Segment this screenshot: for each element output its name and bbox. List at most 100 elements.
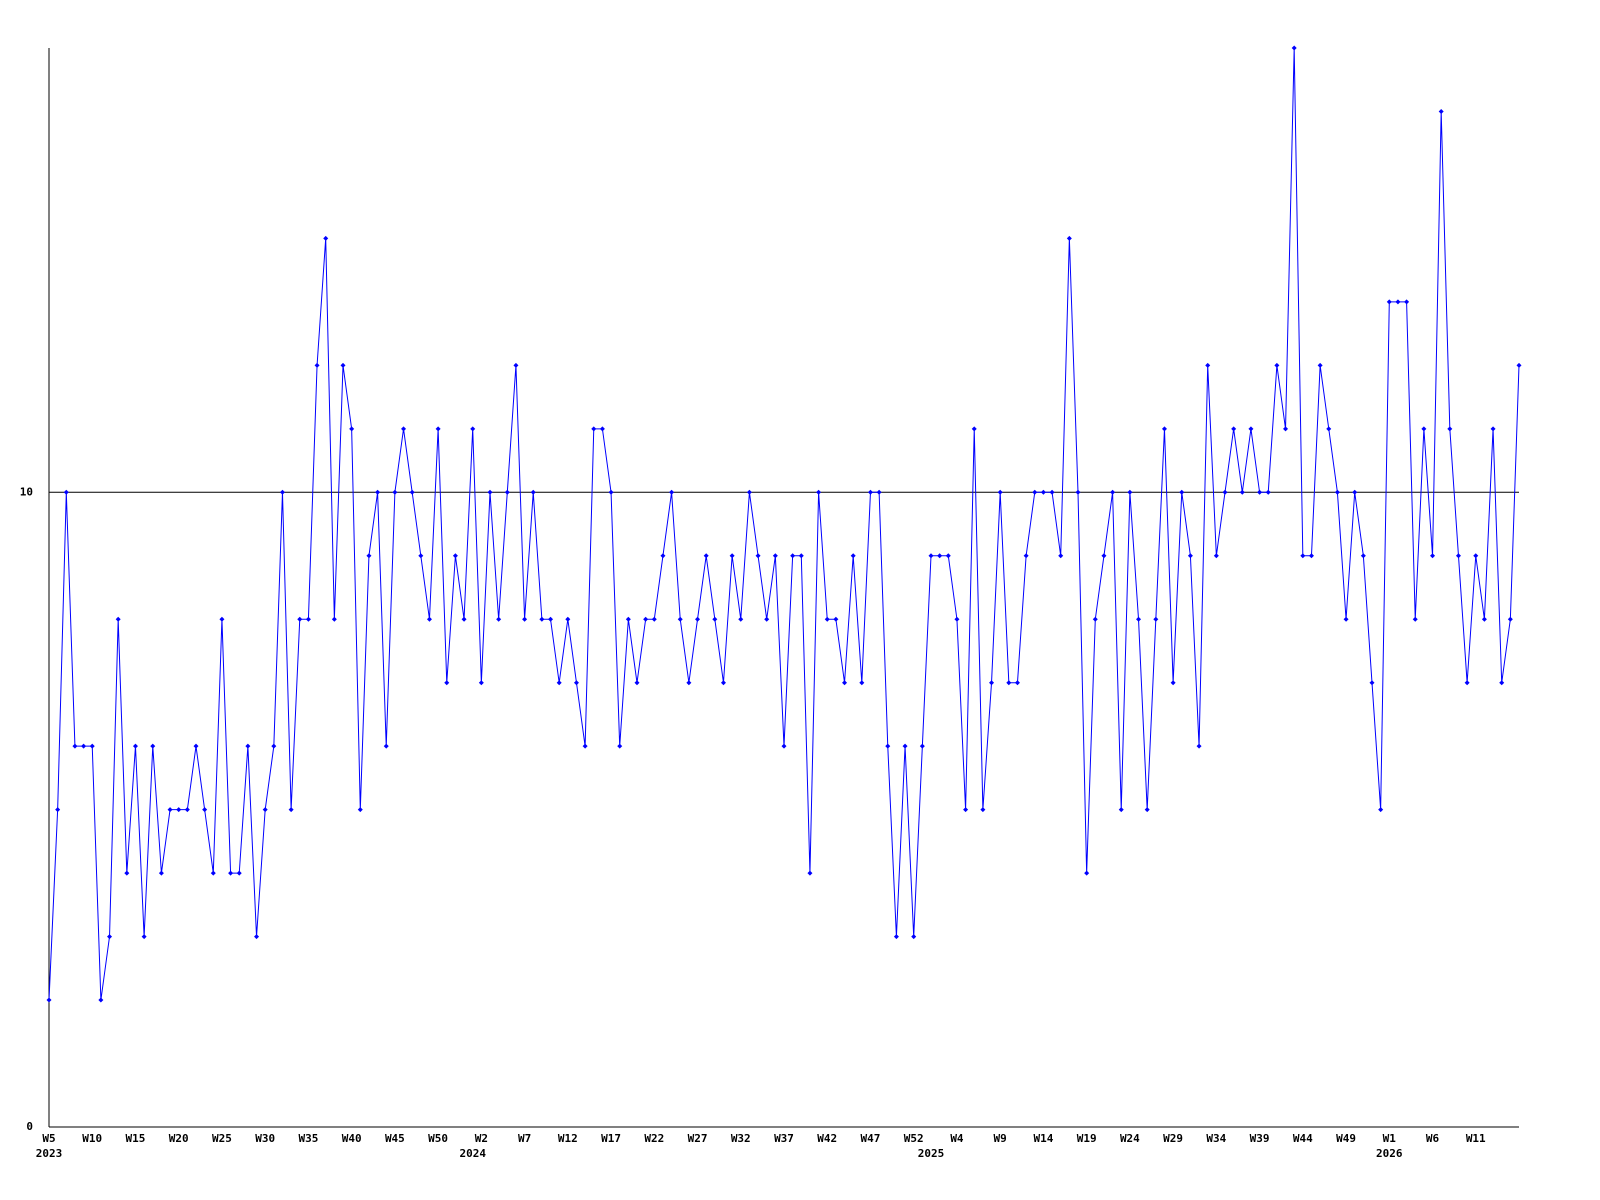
point: [660, 553, 666, 559]
point: [1058, 553, 1064, 559]
point: [565, 616, 571, 622]
point: [1023, 553, 1029, 559]
x-tick-label: W2: [475, 1132, 488, 1145]
point: [1110, 489, 1116, 495]
point: [790, 553, 796, 559]
point: [1421, 426, 1427, 432]
point: [997, 489, 1003, 495]
point: [1490, 426, 1496, 432]
point: [772, 553, 778, 559]
point: [1455, 553, 1461, 559]
point: [210, 870, 216, 876]
point: [1274, 362, 1280, 368]
point: [401, 426, 407, 432]
point: [954, 616, 960, 622]
x-tick-label: W15: [126, 1132, 146, 1145]
point: [1049, 489, 1055, 495]
point: [1438, 108, 1444, 114]
point: [305, 616, 311, 622]
x-tick-label: W34: [1206, 1132, 1226, 1145]
point: [63, 489, 69, 495]
point: [176, 807, 182, 813]
point: [1317, 362, 1323, 368]
x-tick-label: W45: [385, 1132, 405, 1145]
point: [513, 362, 519, 368]
point: [1213, 553, 1219, 559]
x-tick-label: W52: [904, 1132, 924, 1145]
point: [141, 934, 147, 940]
x-tick-label: W25: [212, 1132, 232, 1145]
x-tick-label: W27: [688, 1132, 708, 1145]
point: [1153, 616, 1159, 622]
point: [1006, 680, 1012, 686]
point: [107, 934, 113, 940]
x-tick-label: W32: [731, 1132, 751, 1145]
point: [193, 743, 199, 749]
point: [989, 680, 995, 686]
point: [349, 426, 355, 432]
point: [1265, 489, 1271, 495]
point: [366, 553, 372, 559]
point: [669, 489, 675, 495]
point: [1300, 553, 1306, 559]
point: [271, 743, 277, 749]
point: [426, 616, 432, 622]
series-line: [48, 47, 1520, 1001]
point: [1369, 680, 1375, 686]
point: [695, 616, 701, 622]
point: [1395, 299, 1401, 305]
point: [677, 616, 683, 622]
point: [1412, 616, 1418, 622]
point: [1205, 362, 1211, 368]
point: [132, 743, 138, 749]
point: [444, 680, 450, 686]
point: [1032, 489, 1038, 495]
point: [755, 553, 761, 559]
point: [115, 616, 121, 622]
point: [850, 553, 856, 559]
point: [228, 870, 234, 876]
point: [1507, 616, 1513, 622]
point: [98, 997, 104, 1003]
point: [1352, 489, 1358, 495]
point: [297, 616, 303, 622]
point: [1481, 616, 1487, 622]
point: [496, 616, 502, 622]
x-group-label: 2026: [1376, 1147, 1403, 1160]
point: [202, 807, 208, 813]
point: [288, 807, 294, 813]
x-tick-label: W4: [950, 1132, 964, 1145]
point: [1118, 807, 1124, 813]
x-tick-label: W14: [1033, 1132, 1053, 1145]
point: [340, 362, 346, 368]
point: [461, 616, 467, 622]
point: [279, 489, 285, 495]
point: [1283, 426, 1289, 432]
point: [1014, 680, 1020, 686]
point: [980, 807, 986, 813]
point: [937, 553, 943, 559]
x-tick-label: W19: [1077, 1132, 1097, 1145]
point: [89, 743, 95, 749]
point: [1291, 45, 1297, 51]
point: [487, 489, 493, 495]
point: [478, 680, 484, 686]
point: [504, 489, 510, 495]
point: [314, 362, 320, 368]
point: [1473, 553, 1479, 559]
x-tick-label: W49: [1336, 1132, 1356, 1145]
x-tick-label: W5: [42, 1132, 55, 1145]
point: [470, 426, 476, 432]
point: [1170, 680, 1176, 686]
point: [150, 743, 156, 749]
x-group-label: 2025: [918, 1147, 945, 1160]
x-tick-label: W42: [817, 1132, 837, 1145]
point: [816, 489, 822, 495]
x-tick-label: W10: [82, 1132, 102, 1145]
point: [971, 426, 977, 432]
x-group-label: 2023: [36, 1147, 63, 1160]
x-tick-label: W11: [1466, 1132, 1486, 1145]
point: [651, 616, 657, 622]
point: [599, 426, 605, 432]
y-tick-label: 0: [26, 1120, 33, 1133]
